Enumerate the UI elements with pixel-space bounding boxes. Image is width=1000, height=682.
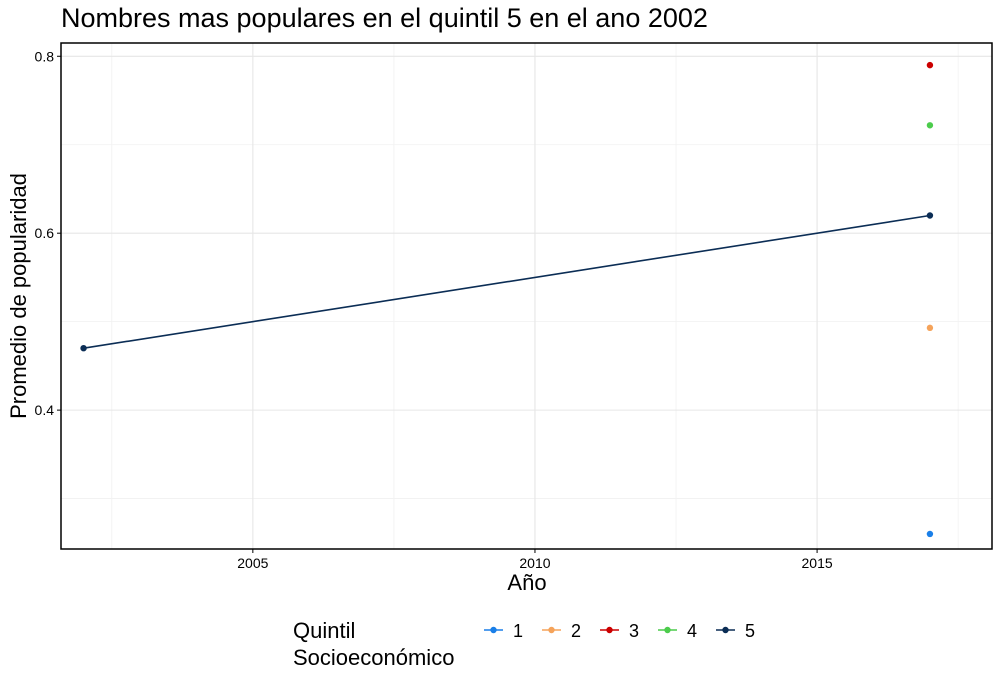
y-axis-title: Promedio de popularidad — [6, 173, 31, 419]
x-axis-title: Año — [507, 570, 546, 595]
data-point-series-5 — [80, 344, 87, 352]
legend: Quintil Socioeconómico 1 2 3 4 5 — [293, 618, 755, 670]
legend-title-line-1: Quintil — [293, 618, 355, 643]
x-axis: 2005 2010 2015 — [237, 549, 833, 571]
legend-label-5: 5 — [745, 621, 755, 641]
plot-panel-border — [60, 42, 993, 550]
data-point-series-2 — [926, 324, 934, 332]
legend-key-point-1 — [490, 626, 497, 634]
data-point-series-3 — [926, 61, 934, 69]
legend-title-line-2: Socioeconómico — [293, 645, 454, 670]
legend-label-3: 3 — [629, 621, 639, 641]
x-tick-label: 2005 — [237, 555, 268, 571]
series-layer — [80, 61, 934, 538]
legend-key-point-3 — [606, 626, 613, 634]
legend-key-point-4 — [664, 626, 671, 634]
y-tick-label: 0.8 — [35, 48, 55, 64]
legend-label-1: 1 — [513, 621, 523, 641]
grid-lines — [61, 43, 992, 549]
legend-items: 1 2 3 4 5 — [484, 621, 755, 641]
y-tick-label: 0.6 — [35, 225, 55, 241]
legend-key-point-5 — [722, 626, 729, 634]
data-point-series-4 — [926, 122, 934, 129]
x-tick-label: 2010 — [519, 555, 550, 571]
y-tick-label: 0.4 — [35, 402, 55, 418]
x-tick-label: 2015 — [802, 555, 833, 571]
series-line-5 — [83, 214, 931, 349]
legend-label-4: 4 — [687, 621, 697, 641]
data-point-series-1 — [926, 530, 934, 538]
legend-label-2: 2 — [571, 621, 581, 641]
data-point-series-5 — [926, 212, 934, 219]
legend-key-point-2 — [548, 626, 555, 634]
y-axis: 0.4 0.6 0.8 — [35, 48, 61, 418]
chart-title: Nombres mas populares en el quintil 5 en… — [61, 3, 708, 33]
